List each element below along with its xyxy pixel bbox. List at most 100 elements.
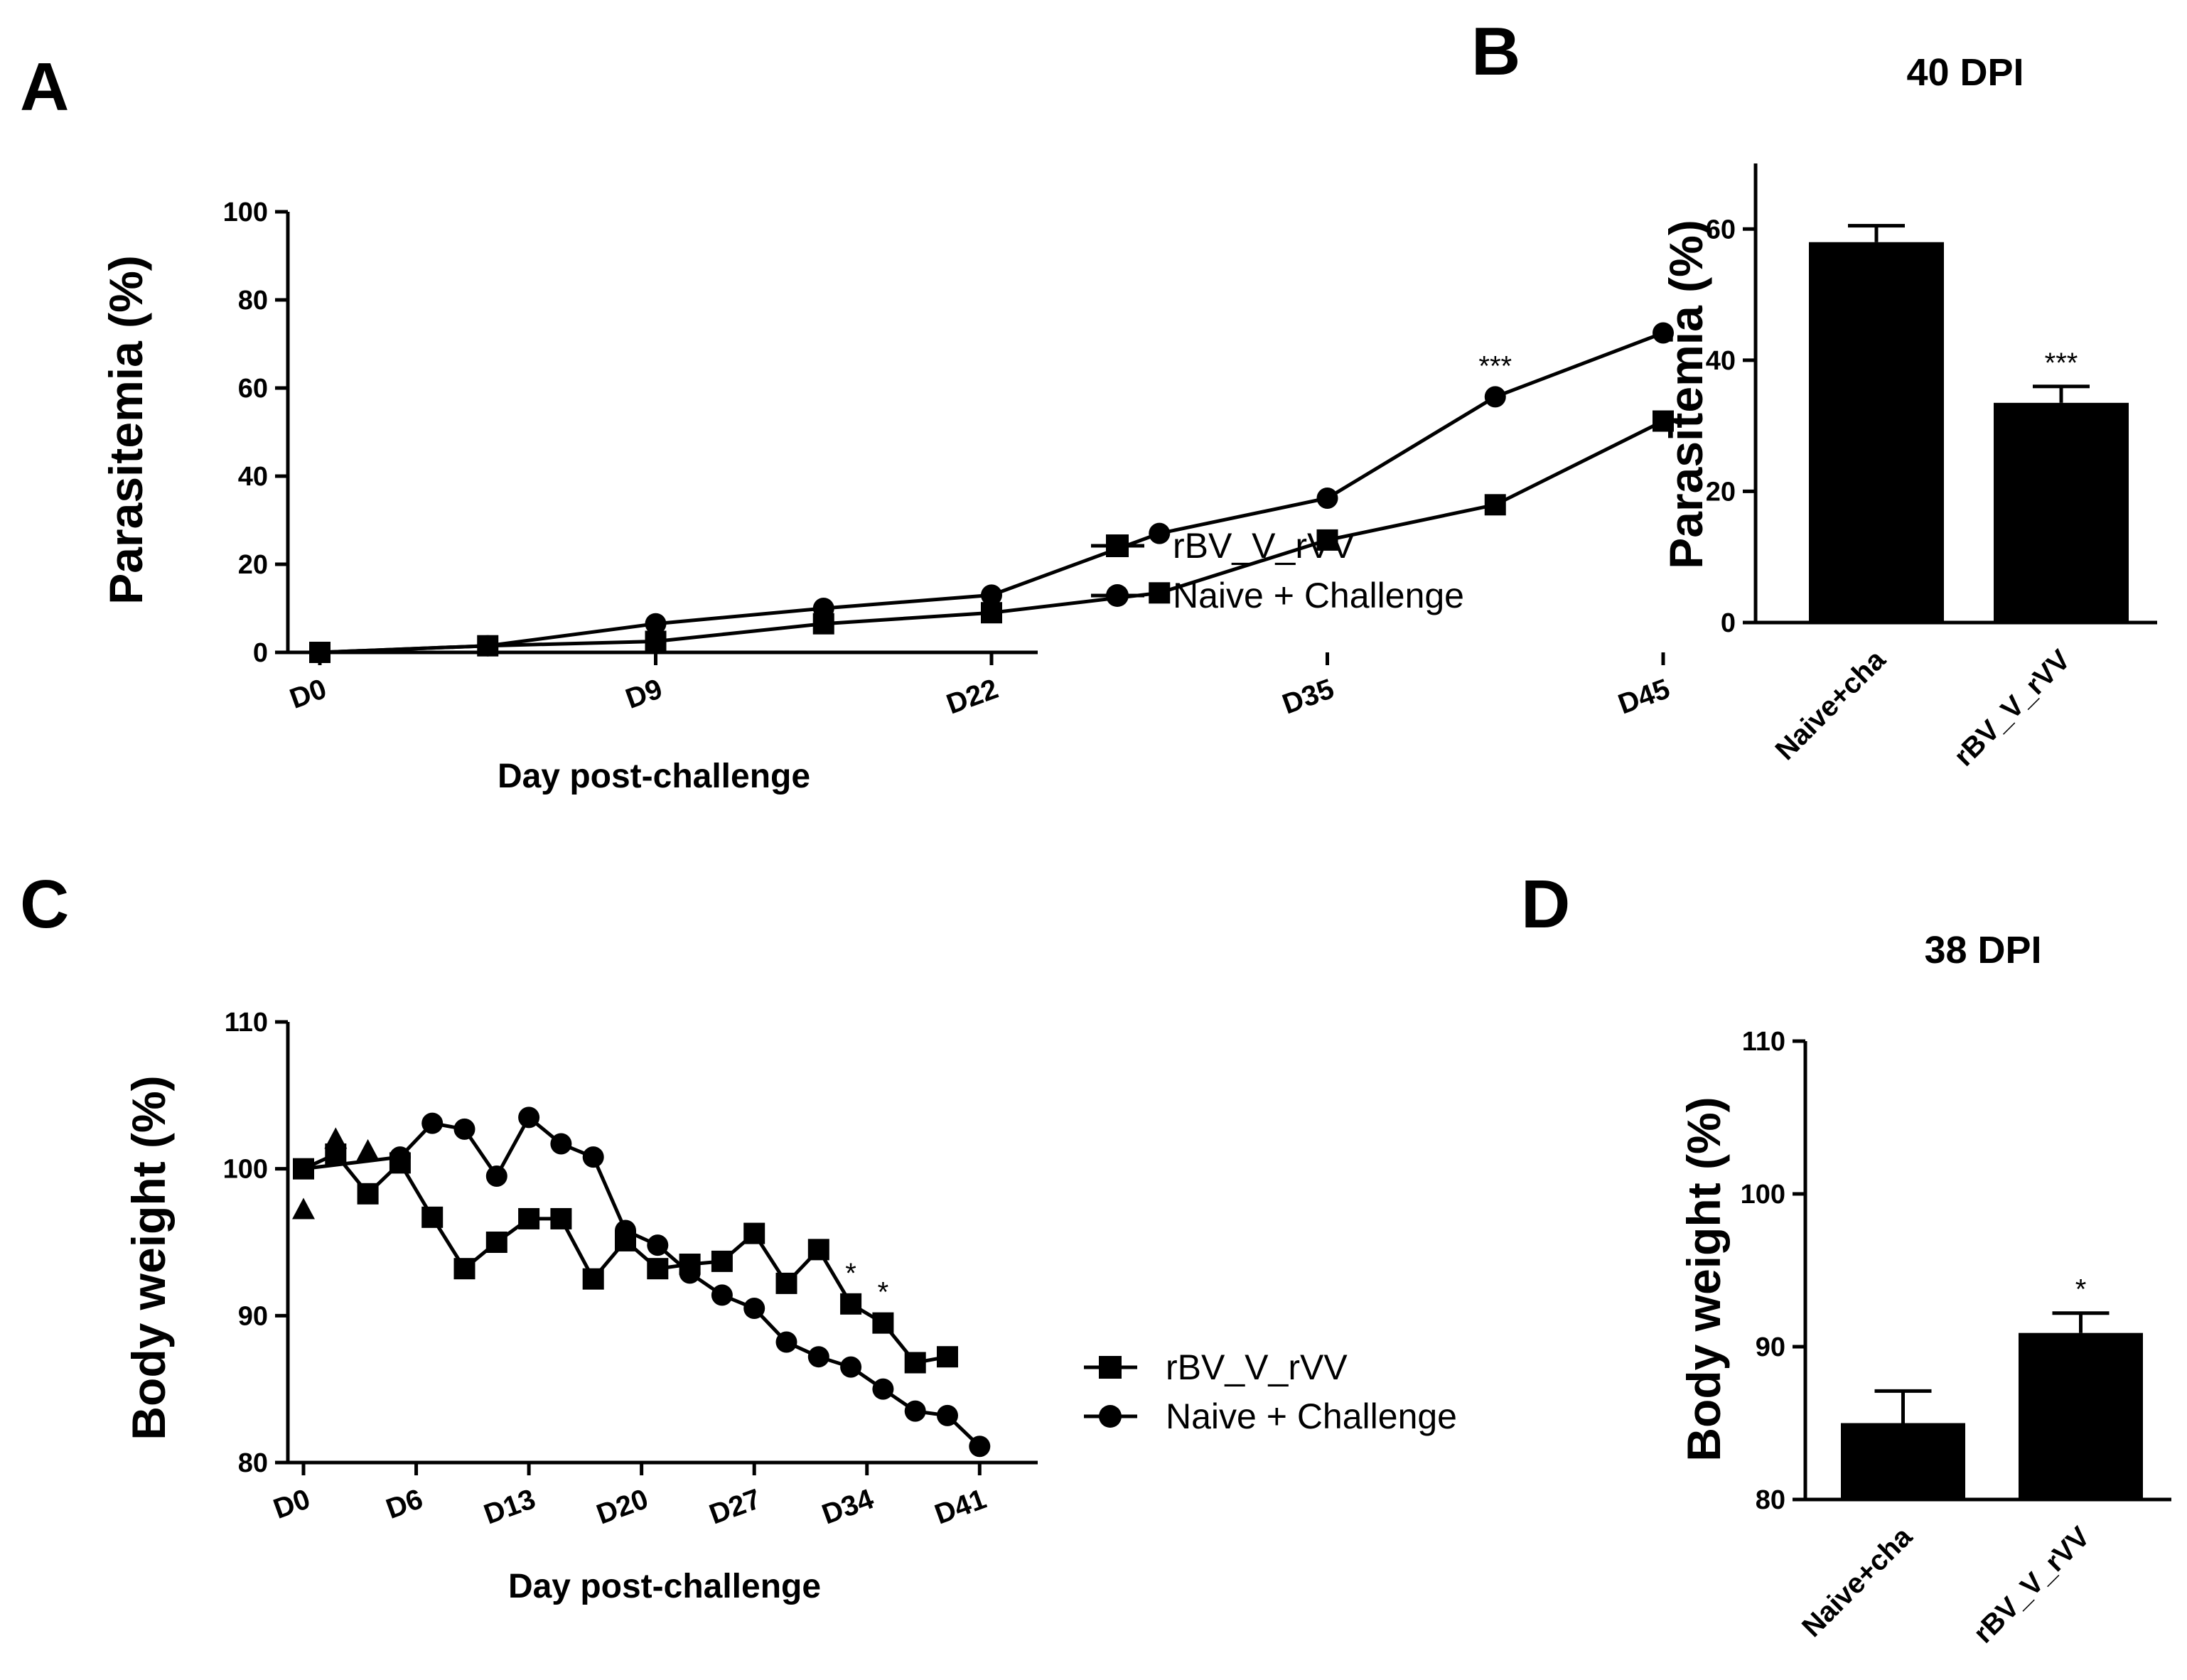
- panel-c-series-point-0: [485, 1232, 507, 1253]
- panel-c-series-point-1: [872, 1378, 894, 1400]
- panel-c-y-tick-label: 110: [225, 1008, 268, 1038]
- panel-c-series-point-1: [615, 1219, 636, 1242]
- panel-c-series-point-1: [969, 1436, 991, 1458]
- panel-b-label: B: [1471, 14, 1520, 90]
- panel-d-y-axis-label: Body weight (%): [1677, 1097, 1730, 1461]
- panel-c-triangle-point: [324, 1127, 348, 1149]
- panel-c-series-point-0: [421, 1206, 444, 1228]
- panel-a-series-point-0: [1653, 410, 1674, 432]
- panel-c-significance-marker: *: [878, 1277, 889, 1308]
- panel-a-series-point-1: [1484, 386, 1506, 408]
- panel-c-x-tick-label: D0: [269, 1483, 314, 1525]
- panel-c-series-point-1: [485, 1165, 507, 1187]
- panel-a-x-tick-label: D22: [942, 673, 1002, 720]
- panel-c-series-point-0: [550, 1207, 572, 1229]
- panel-a-series-point-1: [1653, 322, 1674, 344]
- panel-d-y-tick-label: 90: [1756, 1332, 1785, 1362]
- panel-c-series-point-1: [775, 1331, 797, 1353]
- panel-c-series-point-1: [904, 1400, 926, 1422]
- panel-a-x-axis-label: Day post-challenge: [498, 758, 810, 795]
- panel-a-series-point-1: [645, 613, 667, 635]
- panel-c-series-point-0: [453, 1258, 475, 1280]
- panel-c-series-point-1: [453, 1118, 475, 1140]
- panel-c-series-point-0: [872, 1312, 894, 1334]
- panel-c-series-point-1: [550, 1133, 572, 1155]
- panel-c-series-point-1: [743, 1298, 765, 1319]
- panel-c-legend-rbv: rBV_V_rVV: [1166, 1347, 1348, 1387]
- panel-c-x-tick-label: D41: [930, 1483, 990, 1530]
- panel-c-x-tick-label: D6: [382, 1483, 427, 1525]
- panel-c-series-point-0: [840, 1293, 862, 1315]
- panel-c-series-point-0: [775, 1272, 797, 1294]
- panel-a-x-tick-label: D35: [1279, 673, 1338, 720]
- panel-b-bar-chart: B 40 DPI Parasitemia (%) 0 20 40 60 Naive+ch…: [1471, 14, 2157, 772]
- legend-circle-marker: [1099, 1405, 1122, 1428]
- panel-a-series-point-0: [1484, 494, 1506, 516]
- panel-c-series-point-1: [840, 1356, 862, 1378]
- panel-c-series-point-0: [518, 1207, 540, 1229]
- panel-c-x-tick-label: D34: [818, 1483, 878, 1531]
- panel-c-y-tick-label: 80: [238, 1448, 268, 1478]
- panel-c-series-point-1: [711, 1284, 733, 1306]
- panel-b-y-tick-label: 0: [1721, 608, 1736, 638]
- panel-b-bar: [1994, 402, 2129, 623]
- panel-a-series-point-1: [812, 598, 834, 619]
- panel-c-x-tick-label: D20: [593, 1483, 652, 1530]
- panel-b-category-label: rBV_V_rVV: [1948, 644, 2077, 772]
- panel-c-series-point-1: [518, 1106, 540, 1129]
- panel-a-series-point-1: [1316, 488, 1338, 509]
- panel-a-label: A: [20, 49, 69, 125]
- panel-a-y-tick-label: 20: [238, 550, 268, 580]
- panel-c-series-point-0: [743, 1222, 765, 1244]
- panel-c-triangle-point: [356, 1138, 380, 1161]
- panel-c-series-point-0: [937, 1346, 958, 1368]
- panel-c-series-point-0: [647, 1258, 669, 1280]
- legend-square-marker: [1099, 1356, 1122, 1379]
- panel-c-series-point-0: [582, 1268, 604, 1290]
- panel-a-series-point-1: [1149, 522, 1171, 544]
- panel-b-title: 40 DPI: [1906, 51, 2024, 94]
- panel-a-x-tick-label: D45: [1614, 673, 1674, 720]
- panel-b-y-tick-label: 20: [1706, 477, 1736, 507]
- panel-c-series-point-1: [937, 1404, 958, 1426]
- panel-d-y-tick-label: 80: [1756, 1485, 1785, 1515]
- panel-a-series-point-1: [309, 642, 331, 663]
- panel-c-series-point-1: [647, 1234, 669, 1256]
- panel-c-series-point-1: [582, 1146, 604, 1168]
- panel-a-x-tick-label: D0: [286, 673, 331, 715]
- panel-c-line-chart: C Body weight (%) Day post-challenge rBV…: [20, 866, 1457, 1605]
- panel-b-y-tick-label: 60: [1706, 215, 1736, 244]
- panel-d-significance-marker: *: [2075, 1274, 2087, 1305]
- panel-a-series-point-0: [1149, 582, 1171, 604]
- panel-d-y-tick-label: 110: [1742, 1027, 1785, 1057]
- panel-a-y-tick-label: 0: [253, 638, 268, 668]
- panel-c-series-point-1: [389, 1146, 411, 1168]
- panel-a-y-tick-label: 100: [223, 198, 268, 227]
- panel-a-series-point-0: [1316, 529, 1338, 551]
- panel-a-series-point-1: [981, 584, 1002, 606]
- panel-b-category-label: Naive+cha: [1770, 644, 1892, 766]
- panel-a-legend-naive: Naive + Challenge: [1173, 576, 1464, 615]
- panel-d-category-label: Naive+cha: [1796, 1521, 1918, 1643]
- panel-a-y-tick-label: 40: [238, 462, 268, 492]
- legend-circle-marker: [1106, 584, 1129, 607]
- panel-c-series-point-0: [711, 1250, 733, 1272]
- panel-d-label: D: [1521, 866, 1570, 942]
- panel-d-bar: [1841, 1423, 1965, 1499]
- panel-a-line-chart: A Parasitemia (%) Day post-challenge rBV…: [20, 49, 1674, 795]
- panel-a-y-tick-label: 60: [238, 374, 268, 404]
- panel-c-x-axis-label: Day post-challenge: [508, 1568, 821, 1605]
- panel-b-y-axis-label: Parasitemia (%): [1660, 220, 1712, 569]
- panel-b-bar: [1809, 242, 1944, 623]
- panel-a-y-axis-label: Parasitemia (%): [100, 255, 152, 605]
- panel-c-series-point-0: [807, 1239, 829, 1261]
- panel-c-triangle-point: [292, 1197, 315, 1219]
- panel-b-y-tick-label: 40: [1706, 346, 1736, 376]
- panel-c-series-point-0: [357, 1183, 379, 1205]
- panel-c-x-tick-label: D13: [480, 1483, 539, 1530]
- panel-c-series-point-1: [421, 1112, 444, 1134]
- panel-d-bar: [2019, 1332, 2143, 1499]
- panel-c-series-point-1: [679, 1262, 701, 1284]
- panel-b-significance-marker: ***: [2045, 348, 2078, 379]
